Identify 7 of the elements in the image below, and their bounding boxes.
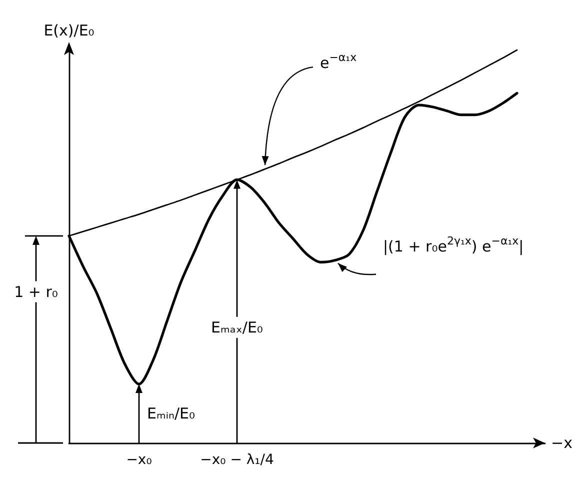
text: 1 + r₀ <box>14 282 58 301</box>
annotation: Eₘₐₓ/E₀ <box>211 318 263 336</box>
x-axis-title: −x <box>551 434 573 452</box>
y-axis-title: E(x)/E₀ <box>44 22 94 40</box>
x-tick-label: −x₀ <box>126 452 152 468</box>
annotation: Eₘᵢₙ/E₀ <box>147 404 196 423</box>
x-tick-label: −x₀ − λ₁/4 <box>200 452 274 468</box>
